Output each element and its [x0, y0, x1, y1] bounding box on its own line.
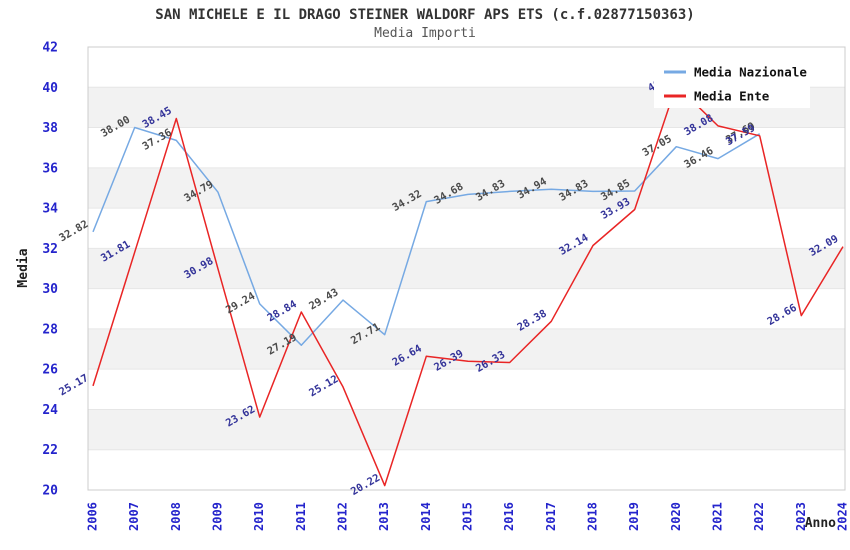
y-tick-label: 42	[42, 41, 58, 56]
y-axis-title: Media	[16, 248, 31, 287]
plot-bands	[88, 87, 845, 450]
x-tick-label: 2022	[752, 502, 766, 531]
plot-border	[87, 46, 846, 491]
x-tick-label: 2017	[544, 502, 558, 531]
legend-label: Media Ente	[694, 89, 770, 104]
y-tick-label: 28	[42, 322, 58, 337]
x-tick-label: 2015	[461, 502, 475, 531]
y-tick-label: 26	[42, 363, 58, 378]
legend-label: Media Nazionale	[694, 65, 807, 80]
legend-item-media-nazionale[interactable]: Media Nazionale	[664, 65, 807, 80]
legend-item-media-ente[interactable]: Media Ente	[664, 89, 770, 104]
y-tick-label: 22	[42, 443, 58, 458]
y-tick-label: 24	[42, 403, 58, 418]
data-label: 20.22	[349, 472, 382, 498]
x-tick-label: 2014	[419, 502, 433, 531]
plot-band	[88, 409, 845, 450]
x-tick-label: 2007	[127, 502, 141, 531]
x-tick-label: 2018	[586, 502, 600, 531]
y-tick-label: 38	[42, 121, 58, 136]
y-tick-label: 36	[42, 161, 58, 176]
x-tick-label: 2023	[794, 502, 808, 531]
data-label: 28.84	[265, 298, 298, 324]
y-tick-label: 20	[42, 484, 58, 499]
x-tick-label: 2006	[86, 502, 100, 531]
legend: Media Nazionale Media Ente	[654, 58, 810, 108]
series-line-media-ente	[92, 84, 844, 487]
x-tick-label: 2010	[252, 502, 266, 531]
x-tick-label: 2011	[294, 502, 308, 531]
series-line-media-nazionale	[92, 126, 761, 346]
x-axis-title: Anno	[805, 516, 836, 531]
x-tick-label: 2020	[669, 502, 683, 531]
plot-band	[88, 328, 845, 370]
x-tick-label: 2008	[169, 502, 183, 531]
y-tick-label: 40	[42, 81, 58, 96]
series-lines	[92, 84, 844, 487]
x-tick-label: 2013	[377, 502, 391, 531]
data-label: 36.46	[682, 145, 715, 171]
x-tick-label: 2021	[711, 502, 725, 531]
data-label: 29.24	[224, 290, 257, 316]
chart-subtitle: Media Importi	[374, 26, 476, 41]
x-tick-label: 2024	[836, 502, 850, 531]
y-tick-label: 32	[42, 242, 58, 257]
chart-title: SAN MICHELE E IL DRAGO STEINER WALDORF A…	[155, 7, 694, 23]
data-label: 28.66	[765, 302, 798, 328]
x-tick-label: 2016	[502, 502, 516, 531]
x-tick-label: 2009	[211, 502, 225, 531]
x-tick-label: 2012	[336, 502, 350, 531]
data-label: 32.82	[57, 218, 90, 244]
y-tick-label: 34	[42, 202, 58, 217]
legend-box	[654, 58, 810, 108]
gridlines	[87, 46, 846, 491]
x-tick-label: 2019	[627, 502, 641, 531]
y-tick-label: 30	[42, 282, 58, 297]
data-label: 25.17	[57, 372, 90, 398]
data-label: 25.12	[307, 373, 340, 399]
